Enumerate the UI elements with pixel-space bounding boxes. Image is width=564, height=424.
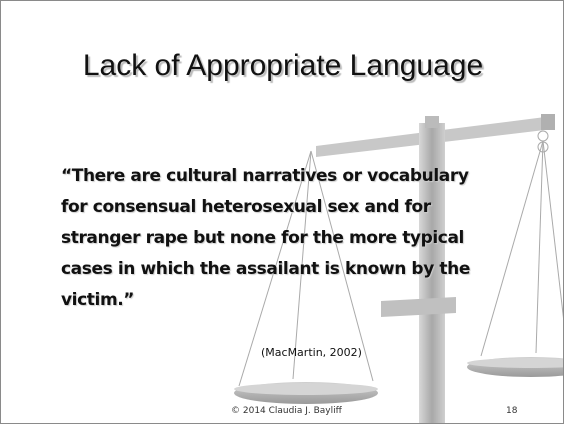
citation: (MacMartin, 2002) bbox=[261, 346, 362, 359]
quote-line: stranger rape but none for the more typi… bbox=[61, 223, 470, 254]
slide-title: Lack of Appropriate Language bbox=[1, 49, 564, 83]
quote-line: cases in which the assailant is known by… bbox=[61, 254, 470, 285]
footer: © 2014 Claudia J. Bayliff bbox=[231, 406, 342, 416]
quote-line: victim.” bbox=[61, 285, 470, 316]
quote: “There are cultural narratives or vocabu… bbox=[61, 161, 470, 316]
slide: Lack of Appropriate Language “There are … bbox=[0, 0, 564, 424]
quote-line: “There are cultural narratives or vocabu… bbox=[61, 161, 470, 192]
quote-line: for consensual heterosexual sex and for bbox=[61, 192, 470, 223]
page-number: 18 bbox=[506, 406, 517, 416]
